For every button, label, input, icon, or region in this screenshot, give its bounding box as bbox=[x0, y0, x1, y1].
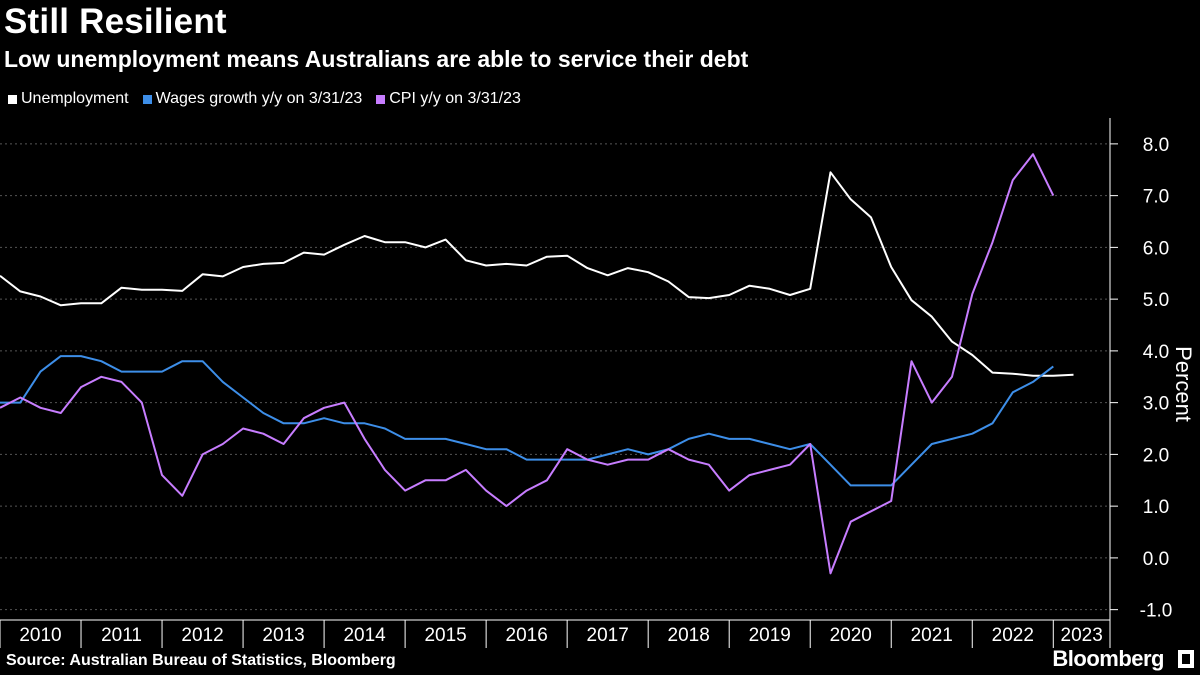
x-tick-label: 2013 bbox=[262, 625, 304, 646]
x-tick-label: 2018 bbox=[668, 625, 710, 646]
series-line-wages bbox=[0, 355, 1054, 487]
series-line-cpi bbox=[0, 153, 1055, 575]
chart-subtitle: Low unemployment means Australians are a… bbox=[4, 46, 749, 72]
legend-swatch-wages bbox=[142, 94, 152, 104]
y-tick-label: -1.0 bbox=[1140, 601, 1173, 622]
x-tick-label: 2011 bbox=[101, 625, 142, 646]
y-tick-label: 7.0 bbox=[1143, 187, 1169, 208]
x-tick-label: 2010 bbox=[19, 625, 61, 646]
x-tick-label: 2019 bbox=[749, 625, 791, 646]
x-tick-label: 2012 bbox=[181, 625, 223, 646]
bloomberg-logo-text: Bloomberg bbox=[1052, 646, 1164, 671]
x-tick-label: 2023 bbox=[1061, 625, 1103, 646]
y-tick-label: 0.0 bbox=[1143, 549, 1169, 570]
y-tick-label: 5.0 bbox=[1143, 290, 1169, 311]
y-tick-label: 2.0 bbox=[1143, 445, 1169, 466]
x-tick-label: 2014 bbox=[343, 625, 386, 646]
y-tick-label: 8.0 bbox=[1143, 135, 1169, 156]
x-tick-label: 2017 bbox=[587, 625, 629, 646]
x-tick-label: 2021 bbox=[911, 625, 953, 646]
legend-swatch-cpi bbox=[376, 94, 386, 104]
legend-label-wages: Wages growth y/y on 3/31/23 bbox=[155, 90, 363, 107]
x-tick-label: 2022 bbox=[992, 625, 1034, 646]
source-note: Source: Australian Bureau of Statistics,… bbox=[6, 652, 396, 669]
x-tick-label: 2016 bbox=[506, 625, 548, 646]
legend-label-cpi: CPI y/y on 3/31/23 bbox=[389, 90, 521, 107]
y-axis-label: Percent bbox=[1171, 346, 1196, 422]
y-tick-label: 1.0 bbox=[1143, 497, 1169, 518]
legend-label-unemployment: Unemployment bbox=[21, 90, 129, 107]
legend: Unemployment Wages growth y/y on 3/31/23… bbox=[8, 90, 521, 108]
chart-title: Still Resilient bbox=[4, 2, 227, 41]
legend-swatch-unemployment bbox=[8, 94, 17, 104]
y-tick-label: 3.0 bbox=[1143, 394, 1169, 415]
legend-item-wages: Wages growth y/y on 3/31/23 bbox=[142, 90, 363, 108]
y-tick-label: 6.0 bbox=[1143, 238, 1169, 259]
legend-item-unemployment: Unemployment bbox=[8, 90, 129, 108]
legend-item-cpi: CPI y/y on 3/31/23 bbox=[376, 90, 521, 108]
x-tick-label: 2015 bbox=[424, 625, 466, 646]
series-line-unemployment bbox=[0, 171, 1074, 377]
bloomberg-logo-icon bbox=[1178, 650, 1194, 668]
x-tick-label: 2020 bbox=[830, 625, 872, 646]
y-tick-label: 4.0 bbox=[1143, 342, 1169, 363]
